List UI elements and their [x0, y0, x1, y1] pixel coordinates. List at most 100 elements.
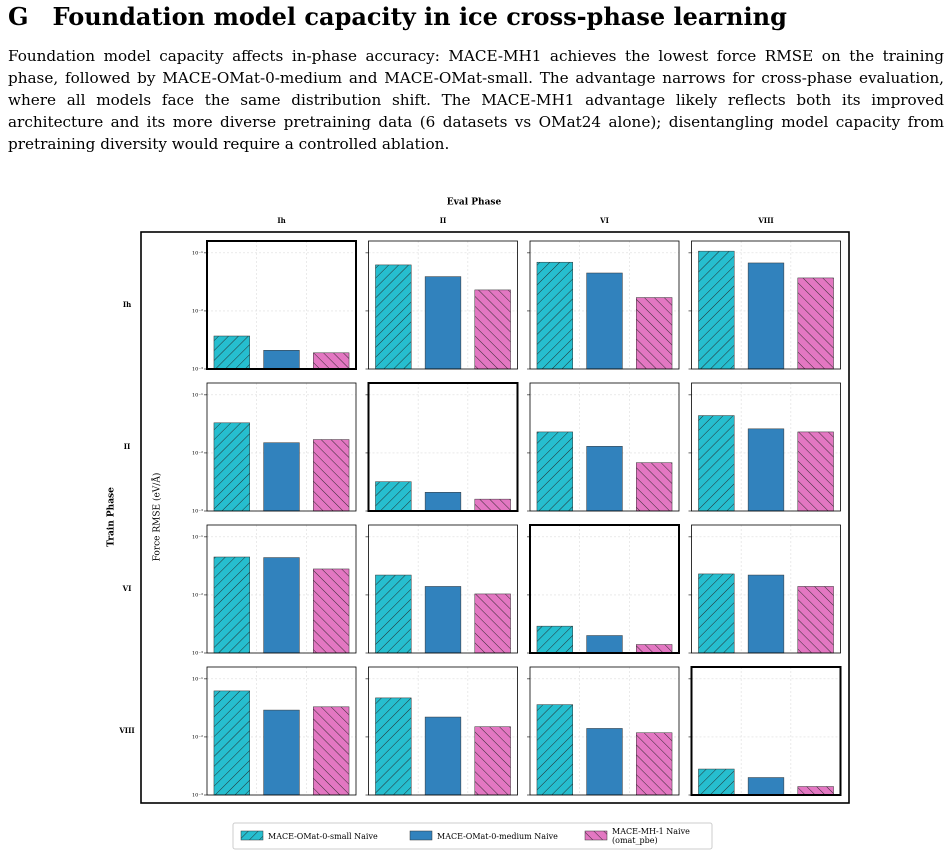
bar	[698, 250, 735, 370]
bar	[536, 431, 573, 512]
bar	[586, 728, 623, 796]
column-label: Ih	[277, 216, 285, 225]
bar	[213, 690, 250, 796]
panel-frame	[367, 382, 519, 512]
column-label: VI	[599, 216, 609, 225]
panel-frame	[691, 524, 841, 654]
legend-swatch	[240, 830, 264, 841]
bar	[424, 716, 462, 796]
bar	[636, 297, 673, 370]
figure-frame	[140, 231, 850, 804]
bar	[375, 574, 412, 654]
legend-swatch	[409, 830, 433, 841]
row-label: VI	[122, 584, 132, 593]
column-title: Eval Phase	[447, 198, 502, 208]
bar	[263, 442, 300, 512]
bar	[797, 277, 834, 370]
bar	[586, 272, 623, 370]
panel-frame	[690, 666, 842, 796]
bar	[313, 352, 350, 370]
y-tick-label: 10⁻³	[192, 509, 203, 515]
y-tick-label: 10⁻³	[192, 367, 203, 373]
bar	[698, 573, 735, 654]
row-title: Train Phase	[107, 487, 117, 547]
section-label: G	[8, 2, 29, 31]
legend-label: MACE-MH-1 Naive (omat_pbe)	[612, 827, 690, 845]
panel-frame	[529, 382, 680, 512]
y-tick-label: 10⁻²	[192, 308, 203, 314]
y-tick-label: 10⁻¹	[192, 676, 203, 682]
column-label: II	[440, 216, 447, 225]
header: G Foundation model capacity in ice cross-…	[8, 0, 944, 155]
y-tick-label: 10⁻¹	[192, 392, 203, 398]
y-tick-label: 10⁻²	[192, 592, 203, 598]
bar	[263, 709, 300, 796]
bar	[263, 557, 300, 654]
panel-frame	[529, 524, 680, 654]
bar	[747, 777, 785, 796]
y-tick-label: 10⁻³	[192, 793, 203, 799]
bar	[536, 704, 573, 796]
bar	[747, 574, 785, 654]
bar	[698, 768, 735, 796]
panel-frame	[368, 240, 518, 370]
row-label: VIII	[118, 726, 134, 735]
panel-frame	[206, 524, 357, 654]
bar	[375, 264, 412, 370]
section-title: Foundation model capacity in ice cross-p…	[52, 2, 787, 31]
bar	[698, 415, 735, 512]
bar	[797, 786, 834, 796]
bar	[375, 697, 412, 796]
paragraph: Foundation model capacity affects in-pha…	[8, 47, 944, 153]
bar	[797, 586, 834, 654]
panel-frame	[529, 666, 680, 796]
bar	[474, 289, 511, 370]
legend-label: MACE-OMat-0-small Naive	[268, 831, 378, 841]
bar	[636, 644, 673, 654]
bar	[313, 439, 350, 512]
bar	[636, 732, 673, 796]
bar	[424, 586, 462, 654]
y-tick-label: 10⁻¹	[192, 534, 203, 540]
bar	[375, 481, 412, 512]
y-tick-label: 10⁻¹	[192, 250, 203, 256]
bar	[586, 635, 623, 654]
bar	[747, 428, 785, 512]
legend-swatch	[584, 830, 608, 841]
bar	[424, 492, 462, 512]
bar	[313, 706, 350, 796]
bar	[474, 726, 511, 796]
panel-frame	[206, 666, 357, 796]
bar	[213, 422, 250, 512]
bar	[213, 335, 250, 370]
bar	[424, 276, 462, 370]
y-tick-label: 10⁻³	[192, 651, 203, 657]
bar	[213, 556, 250, 654]
panel-frame	[206, 382, 357, 512]
bar	[586, 446, 623, 512]
bar	[636, 462, 673, 512]
panel-frame	[368, 524, 518, 654]
panel-frame	[691, 240, 841, 370]
bar	[313, 568, 350, 654]
panel-frame	[691, 382, 841, 512]
legend-frame	[232, 822, 713, 850]
bar	[474, 498, 511, 512]
y-tick-label: 10⁻²	[192, 734, 203, 740]
row-label: II	[124, 442, 131, 451]
bar	[797, 431, 834, 512]
column-label: VIII	[757, 216, 773, 225]
y-axis-label: Force RMSE (eV/Å)	[151, 473, 163, 562]
bar	[536, 625, 573, 654]
bar	[747, 262, 785, 370]
bar	[536, 261, 573, 370]
heading: G Foundation model capacity in ice cross-…	[8, 2, 944, 31]
bar	[474, 593, 511, 654]
legend-label: MACE-OMat-0-medium Naive	[437, 831, 558, 841]
y-tick-label: 10⁻²	[192, 450, 203, 456]
row-label: Ih	[123, 300, 131, 309]
panel-frame	[368, 666, 518, 796]
bar	[263, 350, 300, 370]
